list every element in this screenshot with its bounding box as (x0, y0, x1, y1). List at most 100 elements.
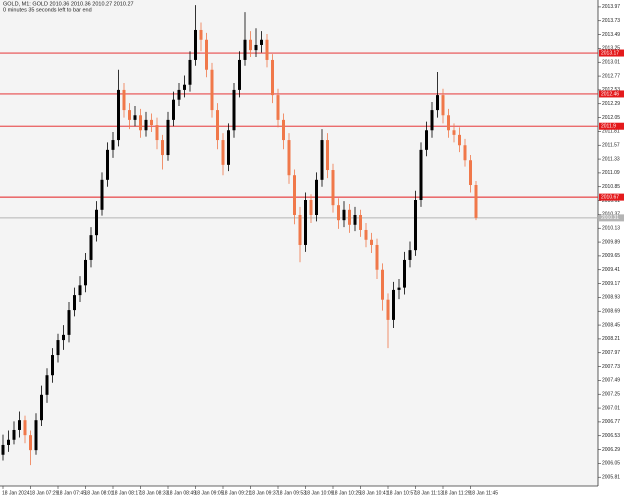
level-label-box (599, 193, 624, 201)
candle-body (144, 119, 148, 131)
y-tick-label: 2011.09 (602, 170, 620, 176)
candle-body (7, 439, 10, 445)
level-label-box (599, 90, 624, 98)
candle-body (436, 95, 439, 111)
y-tick-label: 2010.85 (602, 184, 620, 190)
y-tick-label: 2012.05 (602, 115, 620, 121)
y-tick-label: 2006.05 (602, 461, 620, 467)
level-label: 2010.31 (601, 215, 619, 221)
y-tick-label: 2010.13 (602, 226, 620, 232)
level-label-box (599, 49, 624, 57)
candle-body (133, 115, 137, 120)
candle-body (205, 39, 208, 70)
candle-body (397, 287, 401, 290)
y-tick-label: 2006.29 (602, 447, 620, 453)
level-label: 2013.17 (601, 50, 619, 56)
y-tick-label: 2013.49 (602, 32, 620, 38)
candle-body (150, 119, 153, 126)
candle-body (183, 84, 186, 90)
y-tick-label: 2008.69 (602, 309, 620, 315)
candle-body (172, 99, 175, 120)
candle-body (276, 95, 280, 120)
candle-body (232, 89, 236, 131)
candle-body (441, 95, 445, 116)
level-label: 2011.9 (601, 124, 616, 130)
y-tick-label: 2007.97 (602, 350, 620, 356)
candle-body (100, 179, 104, 210)
candle-body (254, 44, 258, 51)
candle-body (403, 259, 406, 288)
candle-body (62, 334, 65, 341)
candle-body (447, 115, 450, 131)
y-tick-label: 2008.93 (602, 295, 620, 301)
x-tick-label: 18 Jan 10:25 (332, 490, 361, 496)
y-tick-label: 2011.81 (602, 129, 620, 135)
candle-body (12, 429, 16, 440)
y-tick-label: 2011.33 (602, 156, 620, 162)
candle-body (348, 209, 351, 225)
candle-body (78, 285, 82, 296)
candle-body (452, 130, 456, 135)
y-tick-label: 2011.57 (602, 143, 620, 149)
candle-body (298, 214, 302, 245)
candle-body (392, 289, 395, 320)
level-label-box (599, 214, 624, 222)
candle-body (67, 310, 71, 335)
x-tick-label: 18 Jan 09:21 (222, 490, 251, 496)
candle-body (386, 299, 390, 320)
x-tick-label: 18 Jan 11:13 (415, 490, 444, 496)
x-tick-label: 18 Jan 11:45 (470, 490, 499, 496)
x-tick-label: 18 Jan 10:41 (360, 490, 389, 496)
y-tick-label: 2006.77 (602, 419, 620, 425)
y-tick-label: 2007.49 (602, 378, 620, 384)
candle-body (375, 244, 379, 270)
candle-body (199, 29, 203, 40)
candle-body (243, 39, 247, 60)
candle-body (95, 209, 98, 236)
y-tick-label: 2012.29 (602, 101, 620, 107)
candle-body (326, 140, 329, 171)
chart-title: GOLD, M1: GOLD 2010.36 2010.36 2010.27 2… (3, 1, 134, 7)
candle-body (370, 239, 373, 245)
candle-body (128, 110, 131, 120)
x-tick-label: 18 Jan 09:37 (250, 490, 279, 496)
candle-body (331, 170, 335, 206)
candle-body (337, 205, 340, 221)
candle-body (221, 140, 225, 165)
x-tick-label: 18 Jan 08:33 (140, 490, 169, 496)
y-tick-label: 2009.65 (602, 253, 620, 259)
y-tick-label: 2007.25 (602, 392, 620, 398)
candle-body (139, 115, 142, 131)
candle-body (161, 140, 164, 156)
candle-body (216, 110, 219, 141)
candle-body (40, 394, 43, 421)
candle-body (188, 59, 192, 85)
x-tick-label: 18 Jan 08:17 (112, 490, 141, 496)
candle-body (106, 149, 109, 180)
y-tick-label: 2013.01 (602, 60, 620, 66)
candle-body (364, 229, 368, 240)
chart-subtitle: 0 minutes 35 seconds left to bar end (3, 7, 92, 13)
candle-body (260, 39, 263, 45)
y-tick-label: 2007.01 (602, 405, 620, 411)
candle-body (293, 175, 296, 215)
candle-body (271, 59, 274, 96)
y-tick-label: 2006.53 (602, 433, 620, 439)
x-tick-label: 18 Jan 07:29 (30, 490, 59, 496)
y-tick-label: 2008.45 (602, 322, 620, 328)
candle-body (111, 140, 115, 150)
x-tick-label: 18 Jan 09:05 (195, 490, 224, 496)
candle-body (73, 295, 76, 311)
x-tick-label: 18 Jan 07:45 (57, 490, 86, 496)
candle-body (227, 130, 230, 165)
candle-body (430, 110, 434, 131)
candle-body (463, 145, 467, 161)
candle-body (45, 375, 49, 395)
candle-body (265, 39, 269, 60)
candle-body (282, 119, 285, 141)
candle-body (342, 209, 346, 221)
candle-body (381, 269, 384, 300)
level-label: 2010.67 (601, 194, 619, 200)
